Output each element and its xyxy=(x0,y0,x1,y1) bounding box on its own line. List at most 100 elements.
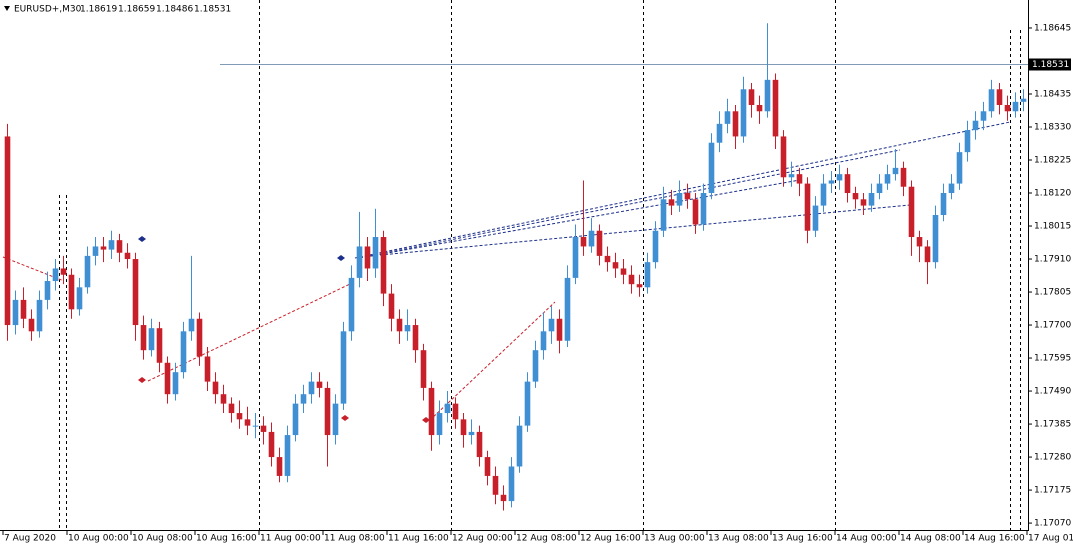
candle-body xyxy=(620,268,627,275)
candle-body xyxy=(748,89,755,105)
candle-body xyxy=(1020,98,1027,102)
candle-body xyxy=(916,237,923,247)
x-tick-label: 14 Aug 16:00 xyxy=(964,534,1025,544)
menu-arrow xyxy=(4,6,10,11)
candle-body xyxy=(900,167,907,187)
trend-lines xyxy=(2,121,1011,421)
candle-body xyxy=(68,274,75,310)
candle-body xyxy=(564,277,571,341)
candle-body xyxy=(644,262,651,288)
x-tick-label: 14 Aug 00:00 xyxy=(836,534,897,544)
candle-body xyxy=(372,237,379,269)
plot xyxy=(4,23,1028,511)
x-tick-label: 12 Aug 16:00 xyxy=(580,534,641,544)
candle-body xyxy=(428,387,435,436)
candle-body xyxy=(388,293,395,319)
candle-body xyxy=(460,419,467,436)
candle-body xyxy=(724,111,731,124)
x-tick-label: 17 Aug 01:00 xyxy=(1028,534,1073,544)
trend-line xyxy=(359,149,901,259)
candle-body xyxy=(52,268,59,282)
candle-body xyxy=(172,372,179,395)
candle-body xyxy=(596,230,603,256)
candle-body xyxy=(476,431,483,458)
marker xyxy=(138,377,146,383)
marker xyxy=(422,417,430,423)
x-tick-label: 13 Aug 08:00 xyxy=(708,534,769,544)
candle-body xyxy=(412,325,419,351)
y-tick-label: 1.17490 xyxy=(1034,387,1071,397)
candle-body xyxy=(556,318,563,341)
candle-body xyxy=(636,284,643,288)
candle-body xyxy=(212,381,219,395)
candle-body xyxy=(604,255,611,263)
candle-body xyxy=(452,403,459,420)
candle-body xyxy=(292,403,299,436)
candle-body xyxy=(108,240,115,250)
candle-body xyxy=(92,246,99,256)
candle-body xyxy=(204,356,211,382)
candle-body xyxy=(308,381,315,395)
candle-body xyxy=(340,331,347,404)
candle-body xyxy=(404,325,411,332)
y-tick-label: 1.17910 xyxy=(1034,255,1071,265)
candle-body xyxy=(588,230,595,247)
header-value: 1.18619 xyxy=(80,5,117,15)
candle-body xyxy=(908,186,915,238)
y-tick-label: 1.18645 xyxy=(1034,23,1071,33)
candle-body xyxy=(868,193,875,206)
candle-body xyxy=(820,183,827,206)
candle-body xyxy=(972,120,979,131)
candle-body xyxy=(852,193,859,200)
y-tick-label: 1.17805 xyxy=(1034,288,1071,298)
candle-body xyxy=(532,350,539,382)
candle-body xyxy=(828,180,835,184)
candle-body xyxy=(252,425,259,427)
candle-body xyxy=(1012,101,1019,112)
y-tick-label: 1.17280 xyxy=(1034,453,1071,463)
candle-body xyxy=(892,167,899,175)
candle-body xyxy=(228,403,235,414)
candle-body xyxy=(516,425,523,467)
price-label-box xyxy=(1029,58,1071,71)
candle-body xyxy=(580,237,587,247)
candle-body xyxy=(148,328,155,351)
candle-body xyxy=(772,79,779,137)
candle-body xyxy=(508,466,515,502)
candle-body xyxy=(396,318,403,332)
candle-body xyxy=(76,287,83,310)
candle-body xyxy=(804,183,811,231)
x-tick-label: 14 Aug 08:00 xyxy=(900,534,961,544)
candle-body xyxy=(764,79,771,112)
candle-body xyxy=(116,240,123,253)
candle-body xyxy=(756,104,763,112)
x-tick-label: 11 Aug 00:00 xyxy=(260,534,321,544)
marker xyxy=(337,255,345,261)
trend-line xyxy=(2,256,65,282)
price-label: 1.18531 xyxy=(1032,60,1069,70)
candle-body xyxy=(60,268,67,275)
y-tick-label: 1.17385 xyxy=(1034,420,1071,430)
y-tick-label: 1.17070 xyxy=(1034,519,1071,529)
candle-body xyxy=(492,475,499,495)
candle-body xyxy=(380,237,387,294)
candle-body xyxy=(316,381,323,388)
candle-body xyxy=(796,174,803,184)
candle-body xyxy=(196,318,203,357)
candle-body xyxy=(436,413,443,436)
candle-body xyxy=(468,431,475,436)
candle-body xyxy=(668,199,675,206)
candle-body xyxy=(932,215,939,263)
y-tick-label: 1.18120 xyxy=(1034,189,1071,199)
trend-line xyxy=(354,121,1011,259)
candle-body xyxy=(444,403,451,414)
x-tick-label: 12 Aug 00:00 xyxy=(452,534,513,544)
candle-body xyxy=(164,362,171,395)
candle-body xyxy=(780,136,787,178)
x-tick-label: 11 Aug 16:00 xyxy=(388,534,449,544)
candle-body xyxy=(44,281,51,300)
candle-body xyxy=(324,387,331,436)
candle-body xyxy=(812,205,819,231)
candle-body xyxy=(684,193,691,200)
